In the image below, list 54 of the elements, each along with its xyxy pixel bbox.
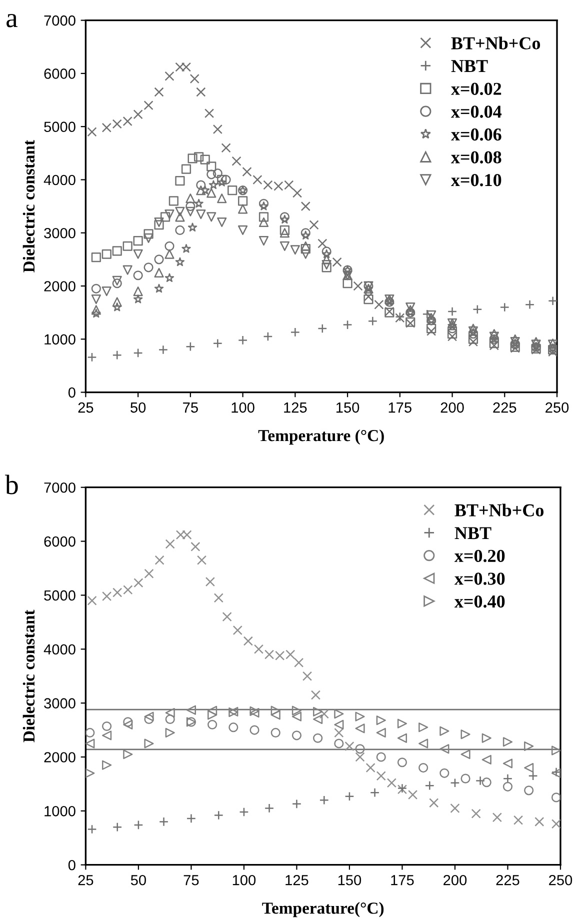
y-tick-label: 0 <box>68 387 76 398</box>
x-tick-label: 175 <box>391 875 414 886</box>
x-tick-label: 225 <box>496 874 520 886</box>
y-tick-label: 3000 <box>44 698 76 708</box>
legend-label: x=0.30 <box>454 572 505 585</box>
y-tick-label: 1000 <box>44 806 76 816</box>
x-tick-label: 250 <box>549 874 572 886</box>
chart-title: a <box>6 14 18 28</box>
y-tick-label: 6000 <box>44 68 76 79</box>
legend-label: BT+Nb+Co <box>454 504 544 516</box>
x-tick-label: 25 <box>78 874 94 886</box>
x-tick-label: 200 <box>440 402 464 413</box>
y-tick-label: 7000 <box>44 15 76 26</box>
x-tick-label: 50 <box>130 874 146 886</box>
legend-label: x=0.40 <box>454 595 505 608</box>
legend-label: NBT <box>451 60 488 72</box>
x-tick-label: 25 <box>78 402 94 413</box>
x-tick-label: 150 <box>336 402 360 413</box>
legend-label: x=0.10 <box>451 174 502 186</box>
x-tick-label: 50 <box>130 402 146 413</box>
y-tick-label: 3000 <box>44 228 76 238</box>
y-axis-title: Dielectric constant <box>22 140 35 272</box>
y-tick-label: 6000 <box>44 536 76 547</box>
x-tick-label: 125 <box>286 874 308 886</box>
y-tick-label: 5000 <box>44 122 76 132</box>
y-axis-title: Dielectric constant <box>22 610 35 742</box>
x-tick-label: 200 <box>444 874 467 886</box>
x-tick-label: 250 <box>546 402 569 413</box>
y-tick-label: 7000 <box>44 482 76 493</box>
chart-title: b <box>4 474 18 494</box>
y-tick-label: 1000 <box>44 334 76 345</box>
x-tick-label: 100 <box>232 874 256 886</box>
y-tick-label: 2000 <box>44 752 76 762</box>
legend-label: x=0.02 <box>451 82 502 96</box>
legend-label: x=0.08 <box>451 151 502 164</box>
legend-label: NBT <box>454 527 492 540</box>
x-tick-label: 225 <box>493 402 516 413</box>
y-tick-label: 5000 <box>44 590 76 601</box>
x-axis-title: Temperature (°C) <box>258 429 384 445</box>
x-tick-label: 75 <box>184 875 199 886</box>
legend-label: x=0.04 <box>451 106 502 118</box>
y-tick-label: 4000 <box>44 644 76 655</box>
x-tick-label: 75 <box>183 402 198 413</box>
y-tick-label: 2000 <box>44 281 76 292</box>
y-tick-label: 0 <box>68 860 76 870</box>
y-tick-label: 4000 <box>44 174 76 186</box>
x-axis-title: Temperature(°C) <box>262 902 384 918</box>
x-tick-label: 125 <box>284 402 307 413</box>
legend-label: x=0.20 <box>454 550 505 562</box>
x-tick-label: 175 <box>388 402 412 413</box>
legend-label: BT+Nb+Co <box>451 36 540 50</box>
legend-label: x=0.06 <box>451 128 502 141</box>
x-tick-label: 150 <box>338 874 362 886</box>
x-tick-label: 100 <box>232 402 254 413</box>
